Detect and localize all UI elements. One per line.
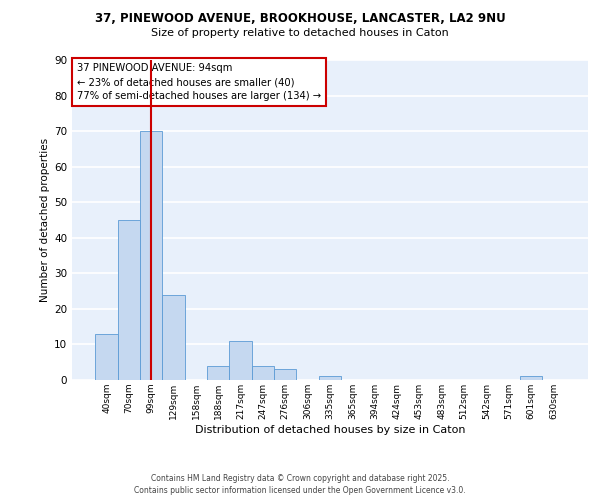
Text: 37 PINEWOOD AVENUE: 94sqm
← 23% of detached houses are smaller (40)
77% of semi-: 37 PINEWOOD AVENUE: 94sqm ← 23% of detac… [77,63,321,101]
Bar [319,376,341,380]
Bar [274,370,296,380]
Bar [229,341,252,380]
Bar [95,334,118,380]
Bar [140,131,163,380]
X-axis label: Distribution of detached houses by size in Caton: Distribution of detached houses by size … [195,424,465,434]
Bar [118,220,140,380]
Y-axis label: Number of detached properties: Number of detached properties [40,138,50,302]
Text: Contains HM Land Registry data © Crown copyright and database right 2025.
Contai: Contains HM Land Registry data © Crown c… [134,474,466,495]
Text: Size of property relative to detached houses in Caton: Size of property relative to detached ho… [151,28,449,38]
Bar [252,366,274,380]
Bar [520,376,542,380]
Text: 37, PINEWOOD AVENUE, BROOKHOUSE, LANCASTER, LA2 9NU: 37, PINEWOOD AVENUE, BROOKHOUSE, LANCAST… [95,12,505,26]
Bar [163,294,185,380]
Bar [207,366,229,380]
